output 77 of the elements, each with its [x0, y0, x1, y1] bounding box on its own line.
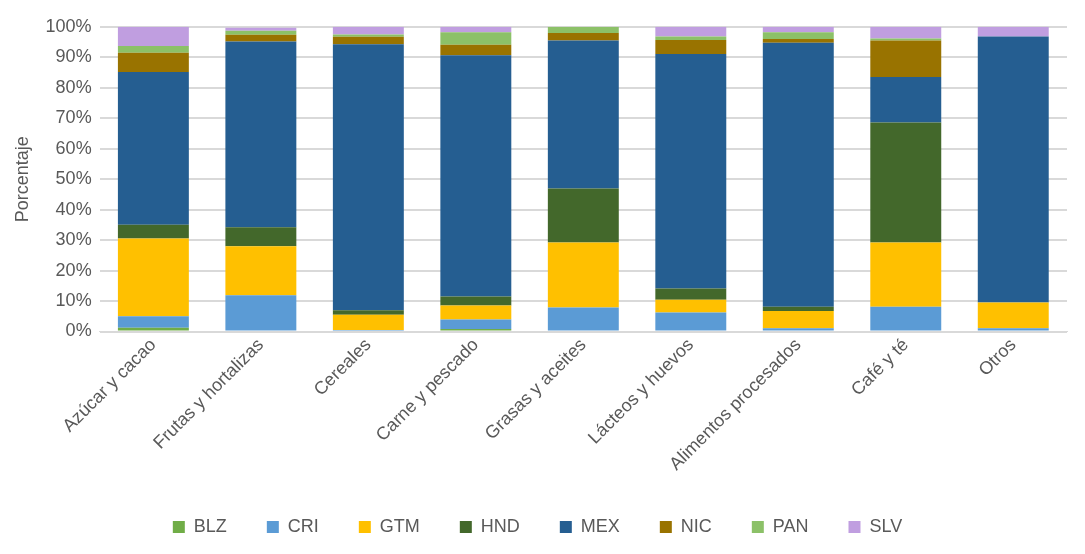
bar: [762, 42, 834, 307]
y-tick-label: 20%: [55, 259, 92, 280]
bar: [655, 288, 727, 300]
bar: [440, 319, 512, 330]
bar: [547, 242, 619, 308]
y-tick-label: 70%: [55, 107, 92, 128]
bar: [225, 30, 297, 35]
bar: [440, 44, 512, 56]
legend-label: SLV: [869, 515, 903, 536]
bar: [547, 188, 619, 243]
y-tick-label: 30%: [55, 229, 92, 250]
bar: [117, 71, 189, 225]
bar: [655, 39, 727, 54]
bar: [332, 26, 404, 35]
y-tick-label: 10%: [55, 290, 92, 310]
y-tick-label: 80%: [55, 76, 92, 97]
bar: [870, 26, 942, 39]
bar: [117, 46, 189, 53]
y-axis-title: Porcentaje: [11, 136, 32, 223]
bar: [440, 296, 512, 306]
bar: [762, 328, 834, 331]
bar: [762, 32, 834, 39]
bar: [440, 305, 512, 320]
bar: [762, 38, 834, 43]
bar: [977, 26, 1049, 37]
bar: [870, 77, 942, 123]
bar: [332, 34, 404, 37]
bar: [977, 36, 1049, 303]
bar: [547, 26, 619, 33]
bar: [870, 306, 942, 331]
bar: [440, 26, 512, 33]
y-tick-label: 0%: [65, 320, 92, 341]
bar: [762, 26, 834, 33]
bar: [440, 32, 512, 45]
legend-label: GTM: [379, 515, 420, 536]
y-tick-label: 100%: [45, 15, 92, 36]
bar: [117, 238, 189, 317]
bar: [655, 312, 727, 331]
bar: [870, 122, 942, 243]
legend-label: BLZ: [193, 515, 227, 536]
y-tick-label: 60%: [55, 137, 92, 158]
bar: [870, 40, 942, 78]
bar: [117, 52, 189, 72]
bar: [655, 26, 727, 37]
bar: [332, 36, 404, 45]
legend-label: CRI: [287, 515, 319, 536]
bar: [547, 40, 619, 189]
bar: [547, 32, 619, 41]
bar: [547, 307, 619, 331]
bar: [225, 27, 297, 31]
bar: [225, 41, 297, 228]
bar: [762, 306, 834, 312]
bar: [332, 314, 404, 330]
legend-label: MEX: [580, 515, 620, 536]
bar: [440, 55, 512, 297]
bar: [332, 44, 404, 311]
bar: [655, 299, 727, 313]
bar: [977, 328, 1049, 331]
bar: [332, 310, 404, 315]
y-tick-label: 40%: [55, 198, 92, 219]
bar: [225, 295, 297, 331]
bar: [225, 227, 297, 247]
legend-label: HND: [480, 515, 520, 536]
y-tick-label: 50%: [55, 168, 92, 189]
bar: [117, 316, 189, 328]
legend-label: NIC: [680, 515, 712, 536]
bar: [977, 302, 1049, 329]
y-tick-label: 90%: [55, 46, 92, 67]
bar: [117, 224, 189, 239]
legend-label: PAN: [772, 515, 809, 536]
bar: [117, 327, 189, 331]
bar: [655, 53, 727, 289]
bar: [225, 246, 297, 296]
bar: [870, 242, 942, 307]
bar: [762, 311, 834, 329]
bar: [117, 26, 189, 46]
bar: [870, 38, 942, 41]
